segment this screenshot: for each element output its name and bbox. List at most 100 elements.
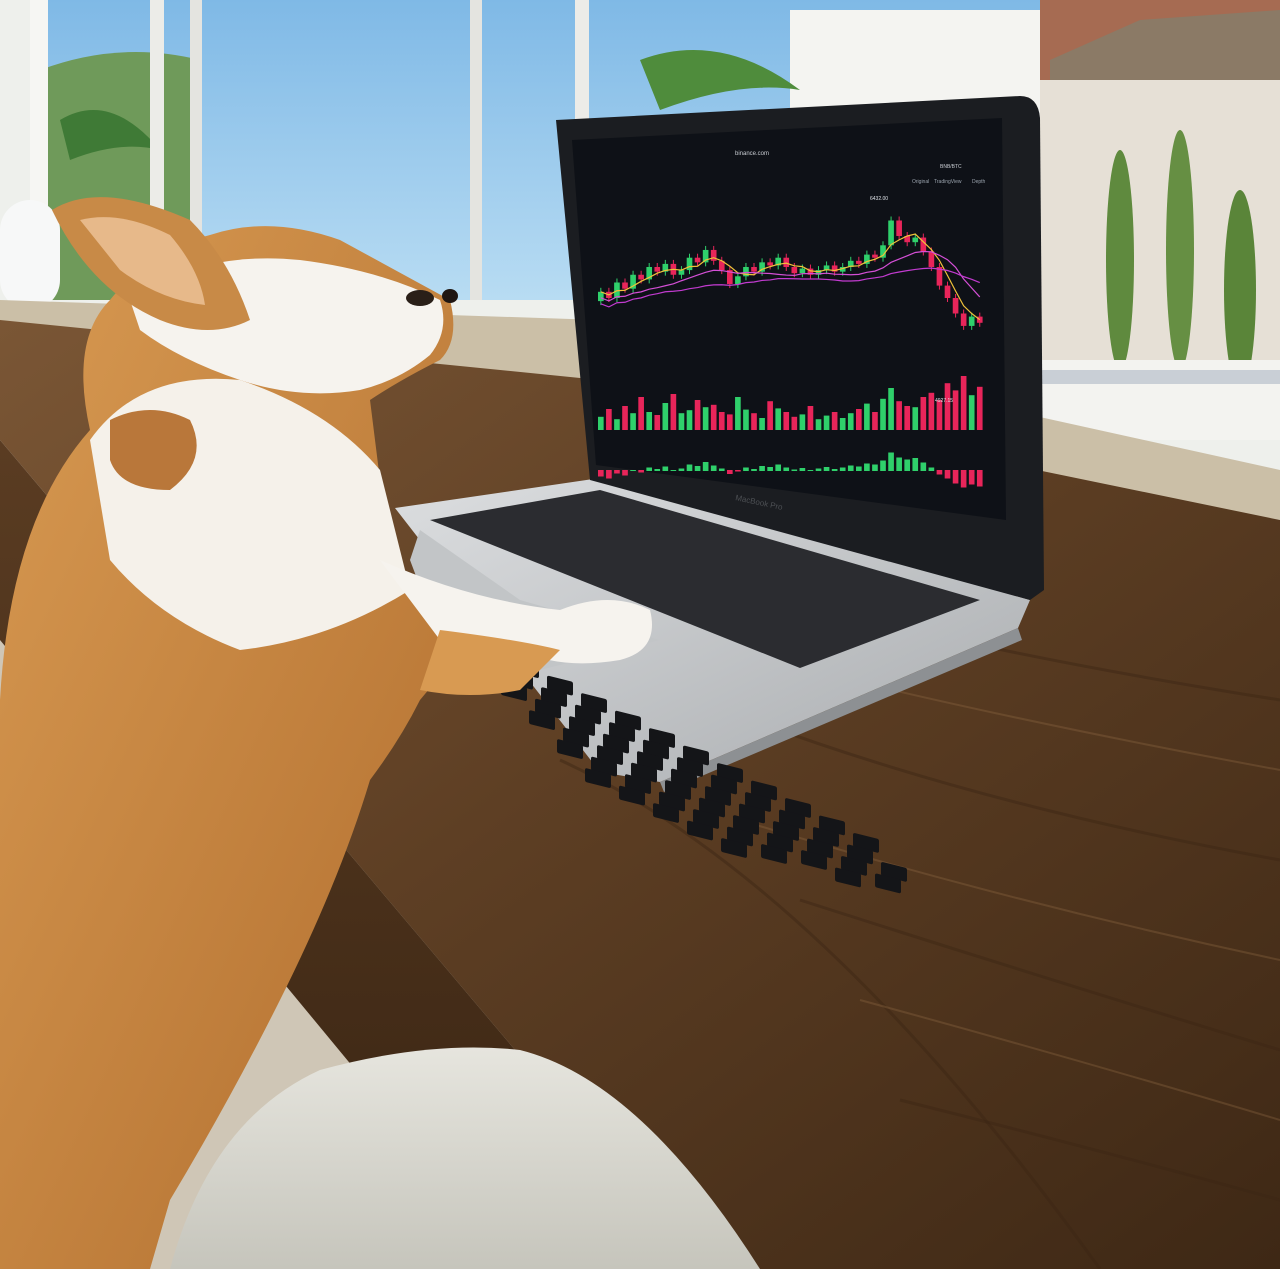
- keyboard-key: [557, 739, 583, 759]
- macd-bar: [743, 467, 749, 471]
- keyboard-key: [619, 785, 645, 806]
- candle: [928, 251, 935, 267]
- volume-bar: [767, 401, 773, 430]
- price-label-low: 4927.15: [935, 398, 953, 404]
- volume-bar: [727, 414, 733, 430]
- macd-bar: [622, 470, 628, 476]
- volume-bar: [662, 403, 669, 430]
- volume-bar: [759, 418, 765, 430]
- tab-depth: Depth: [972, 179, 986, 185]
- candle: [662, 263, 669, 272]
- volume-bar: [622, 406, 628, 430]
- volume-bar: [936, 400, 943, 430]
- volume-bar: [839, 418, 846, 430]
- macd-bar: [815, 468, 822, 471]
- volume-bar: [710, 404, 717, 430]
- moving-average-line: [600, 267, 980, 308]
- volume-bar: [799, 414, 806, 430]
- macd-bar: [759, 466, 765, 471]
- volume-bar: [646, 412, 653, 430]
- candle: [694, 257, 701, 263]
- tab-original: Original: [912, 179, 929, 185]
- macd-bar: [775, 464, 782, 471]
- macd-bar: [831, 469, 838, 471]
- keyboard-key: [801, 850, 827, 870]
- volume-bar: [968, 395, 975, 430]
- macd-bar: [847, 465, 854, 471]
- macd-bar: [936, 470, 943, 475]
- dog-leg: [420, 630, 560, 695]
- macd-bar: [839, 467, 846, 471]
- candle: [743, 267, 749, 277]
- candle: [920, 237, 927, 252]
- volume-bar: [815, 419, 822, 430]
- volume-bar: [678, 413, 685, 430]
- macd-bar: [727, 470, 733, 474]
- volume-bar: [598, 416, 604, 430]
- volume-bar: [872, 412, 878, 430]
- macd-bar: [735, 470, 741, 472]
- volume-bar: [847, 413, 854, 430]
- volume-bar: [743, 409, 749, 430]
- keyboard-key: [687, 820, 713, 841]
- keyboard-key: [761, 844, 787, 864]
- candle: [767, 262, 773, 266]
- candle: [759, 262, 765, 272]
- candle: [654, 267, 661, 272]
- candle: [638, 274, 644, 280]
- keyboard: [445, 623, 907, 894]
- volume-bar: [920, 397, 927, 430]
- volume-bar: [904, 406, 911, 430]
- macd-bar: [976, 470, 983, 487]
- moving-average-line: [600, 233, 981, 321]
- candle: [904, 236, 911, 243]
- macd-bar: [718, 468, 725, 471]
- volume-bar: [928, 392, 935, 430]
- macd-bar: [920, 462, 927, 471]
- volume-bar: [606, 409, 612, 430]
- macd-bar: [686, 464, 693, 471]
- candle: [936, 267, 943, 286]
- price-label-high: 6432.00: [870, 196, 888, 202]
- macd-bar: [888, 452, 894, 471]
- candle: [799, 268, 806, 274]
- macd-bar: [662, 466, 669, 471]
- candle: [839, 267, 846, 272]
- volume-bar: [718, 412, 725, 430]
- candle: [718, 260, 725, 271]
- macd-bar: [702, 462, 709, 471]
- candle: [847, 260, 854, 267]
- candle: [727, 270, 733, 285]
- candle: [823, 265, 830, 271]
- volume-bar: [791, 416, 798, 430]
- dog-ear-inner: [80, 217, 205, 305]
- macd-bar: [944, 470, 951, 479]
- volume-bar: [614, 419, 620, 430]
- macd-bar: [928, 467, 935, 471]
- keyboard-area: [430, 490, 980, 668]
- palm-leaves-right: [640, 50, 800, 110]
- volume-bar: [654, 415, 661, 430]
- screen-pair-label: BNB/BTC: [940, 164, 962, 170]
- candle: [630, 274, 636, 289]
- macd-bar: [880, 460, 886, 471]
- candle: [807, 268, 814, 275]
- volume-bar: [912, 407, 919, 430]
- macd-bar: [630, 470, 636, 471]
- macd-bar: [904, 459, 911, 471]
- candle: [783, 257, 790, 267]
- candle: [864, 254, 870, 264]
- volume-bar: [686, 410, 693, 430]
- volume-bar: [952, 390, 959, 430]
- macd-bar: [799, 468, 806, 471]
- macd-bar: [606, 470, 612, 479]
- macd-bar: [670, 470, 677, 471]
- chair-seat: [170, 1047, 760, 1269]
- candle: [751, 267, 757, 272]
- macd-bar: [751, 469, 757, 471]
- laptop-edge: [660, 628, 1022, 792]
- volume-bar: [783, 412, 790, 430]
- macd-bar: [807, 470, 814, 471]
- chihuahua: [0, 197, 652, 1269]
